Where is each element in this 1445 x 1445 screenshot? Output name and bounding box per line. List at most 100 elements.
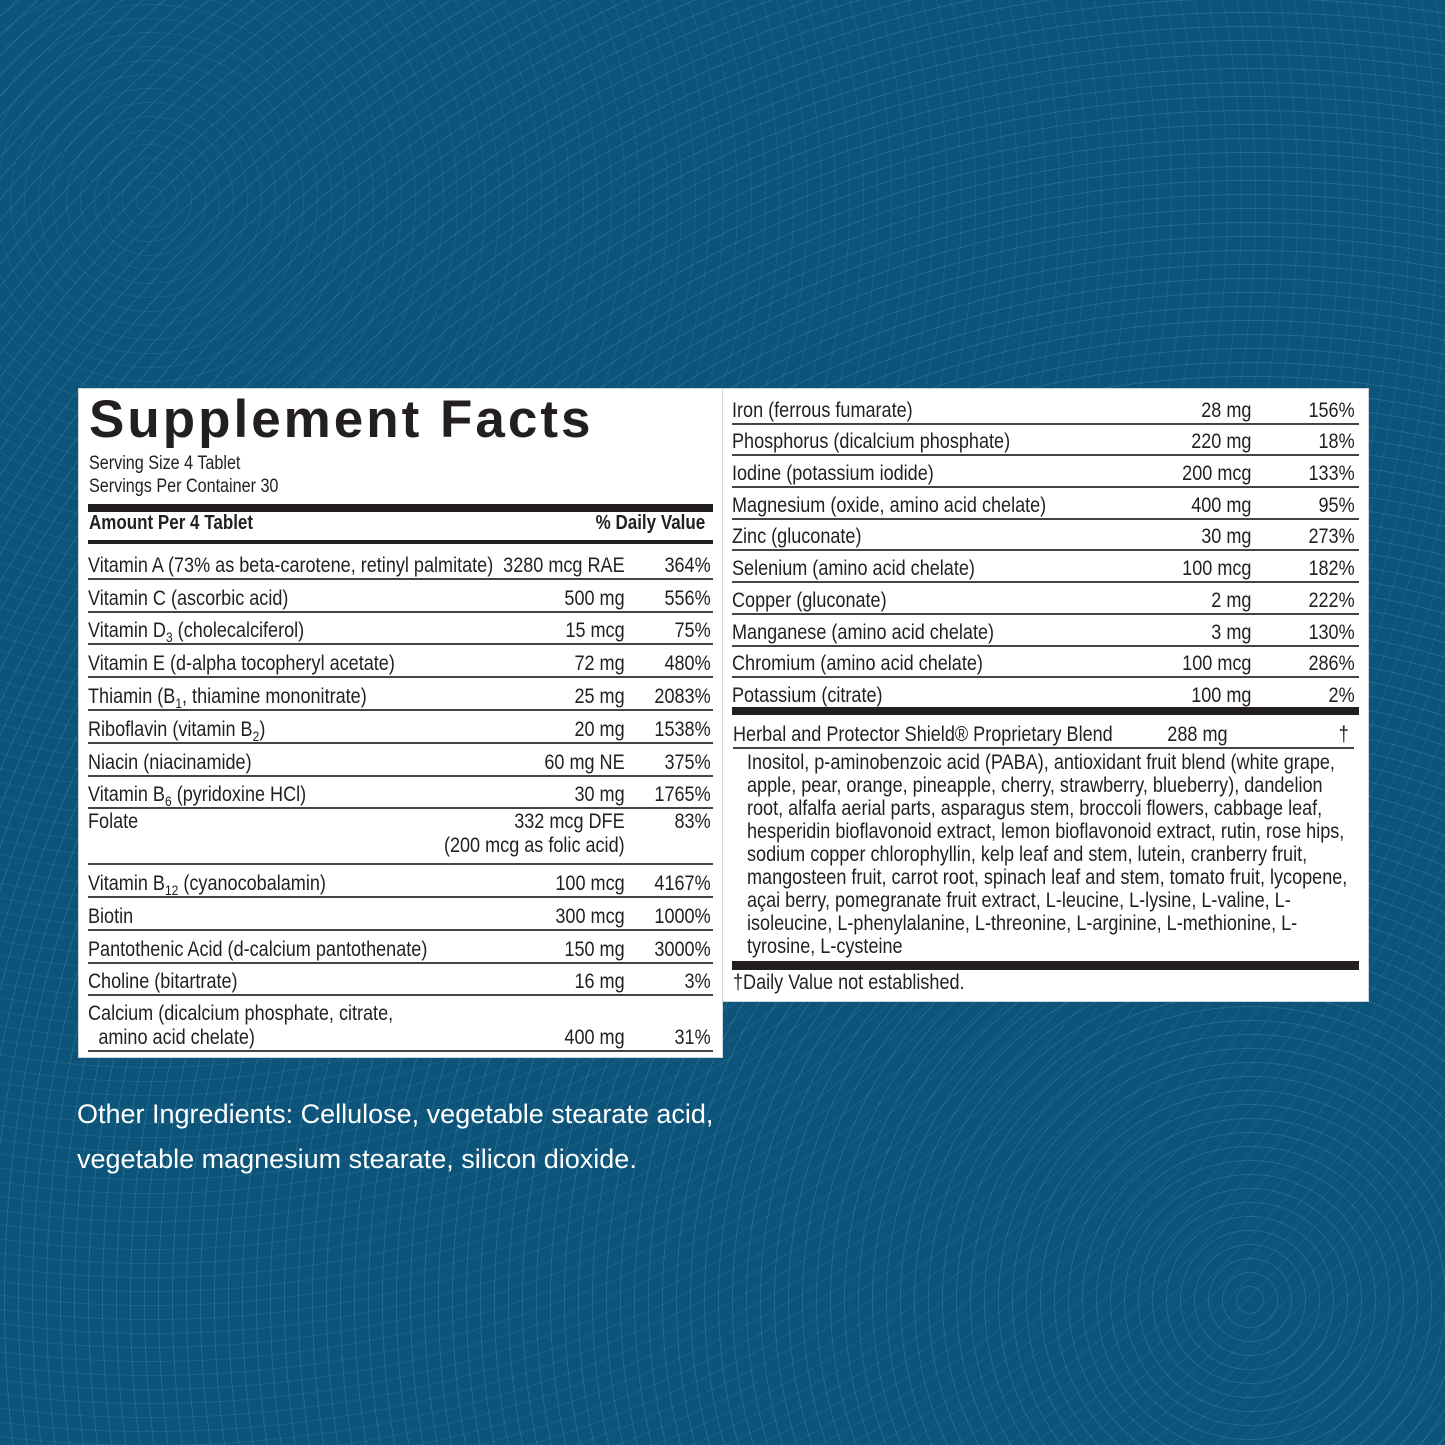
nutrient-daily-value: 4167%: [654, 871, 711, 895]
nutrient-name: Vitamin E (d-alpha tocopheryl acetate): [88, 652, 395, 676]
nutrient-amount: 72 mg: [574, 652, 625, 676]
nutrient-amount: 220 mg: [1191, 430, 1252, 454]
nutrient-daily-value: 286%: [1308, 652, 1355, 676]
servings-per-container: Servings Per Container 30: [89, 476, 279, 497]
nutrient-row: Copper (gluconate) 2 mg 222%: [732, 581, 1359, 615]
nutrient-row-content: Iron (ferrous fumarate) 28 mg 156%: [732, 391, 1358, 423]
nutrient-name: Thiamin (B1, thiamine mononitrate): [88, 684, 367, 712]
amount-header: Amount Per 4 Tablet: [89, 512, 254, 534]
nutrient-name: Vitamin B6 (pyridoxine HCl): [88, 783, 307, 810]
nutrient-row: Vitamin B12 (cyanocobalamin) 100 mcg 4167%: [88, 863, 713, 898]
footnote: †Daily Value not established.: [733, 971, 965, 994]
nutrient-daily-value: 95%: [1318, 493, 1355, 517]
nutrient-amount: 500 mg: [564, 586, 625, 610]
nutrient-row-content: Vitamin B6 (pyridoxine HCl) 30 mg 1765%: [88, 775, 714, 808]
thick-divider: [88, 504, 713, 512]
other-ingredients-line-2: vegetable magnesium stearate, silicon di…: [77, 1144, 637, 1174]
nutrient-name: Calcium (dicalcium phosphate, citrate, am…: [88, 1002, 394, 1050]
supplement-facts-left-panel: Supplement Facts Serving Size 4 Tablet S…: [78, 388, 723, 1058]
nutrient-row: Thiamin (B1, thiamine mononitrate) 25 mg 2…: [88, 676, 713, 711]
nutrient-row-content: Vitamin E (d-alpha tocopheryl acetate) 72…: [88, 643, 714, 676]
nutrient-amount: 400 mg: [564, 1026, 625, 1050]
nutrient-daily-value: 75%: [674, 619, 711, 643]
nutrient-daily-value: 1765%: [654, 783, 711, 807]
nutrient-row: Vitamin A (73% as beta-carotene, retinyl…: [88, 545, 713, 580]
nutrient-name: Pantothenic Acid (d-calcium pantothenate…: [88, 937, 428, 961]
blend-row: Herbal and Protector Shield® Proprietary…: [733, 717, 1354, 749]
nutrient-row: Vitamin B6 (pyridoxine HCl) 30 mg 1765%: [88, 775, 713, 810]
nutrient-row: Potassium (citrate) 100 mg 2%: [732, 676, 1359, 710]
nutrient-amount: 20 mg: [574, 717, 625, 741]
nutrient-name: Phosphorus (dicalcium phosphate): [732, 430, 1011, 454]
nutrient-amount: 100 mcg: [1182, 557, 1252, 581]
nutrient-name: Potassium (citrate): [732, 683, 883, 707]
nutrient-daily-value: 156%: [1308, 398, 1355, 422]
nutrient-row: Phosphorus (dicalcium phosphate) 220 mg 18…: [732, 423, 1359, 457]
nutrient-amount: 300 mcg: [555, 904, 625, 928]
nutrient-row-content: Pantothenic Acid (d-calcium pantothenate…: [88, 929, 714, 962]
nutrient-amount: 332 mcg DFE (200 mcg as folic acid): [443, 810, 625, 858]
nutrient-row-content: Selenium (amino acid chelate) 100 mcg 182%: [732, 550, 1358, 582]
nutrient-name: Vitamin C (ascorbic acid): [88, 586, 289, 610]
nutrient-row-content: Vitamin B12 (cyanocobalamin) 100 mcg 4167%: [88, 863, 714, 897]
nutrient-amount: 25 mg: [574, 684, 625, 708]
nutrient-row-content: Biotin 300 mcg 1000%: [88, 896, 714, 929]
nutrient-row-content: Thiamin (B1, thiamine mononitrate) 25 mg 2…: [88, 676, 714, 712]
nutrient-amount: 30 mg: [574, 783, 625, 807]
thick-divider: [732, 707, 1359, 715]
nutrient-name: Folate: [88, 810, 139, 834]
nutrient-daily-value: 133%: [1308, 462, 1355, 486]
nutrient-daily-value: 375%: [664, 750, 711, 774]
nutrient-row-content: Niacin (niacinamide) 60 mg NE 375%: [88, 742, 714, 775]
nutrient-daily-value: 1000%: [654, 904, 711, 928]
nutrient-daily-value: 31%: [674, 1026, 711, 1050]
divider: [88, 540, 713, 544]
nutrient-amount: 60 mg NE: [544, 750, 625, 774]
nutrient-daily-value: 3000%: [654, 937, 711, 961]
nutrient-row-content: Choline (bitartrate) 16 mg 3%: [88, 962, 714, 995]
nutrient-daily-value: 2083%: [654, 684, 711, 708]
nutrient-row: Selenium (amino acid chelate) 100 mcg 182%: [732, 550, 1359, 584]
nutrient-amount: 200 mcg: [1182, 462, 1252, 486]
nutrient-name: Manganese (amino acid chelate): [732, 620, 995, 644]
nutrient-row: Vitamin E (d-alpha tocopheryl acetate) 72…: [88, 643, 714, 679]
nutrient-row-content: Riboflavin (vitamin B2) 20 mg 1538%: [88, 709, 714, 743]
nutrient-row: Manganese (amino acid chelate) 3 mg 130%: [732, 613, 1359, 647]
nutrient-row: Vitamin D3 (cholecalciferol) 15 mcg 75%: [88, 611, 713, 646]
nutrient-amount: 3 mg: [1211, 620, 1252, 644]
nutrient-row: Choline (bitartrate) 16 mg 3%: [88, 962, 713, 997]
nutrient-row-content: Zinc (gluconate) 30 mg 273%: [732, 518, 1358, 550]
nutrient-daily-value: 3%: [684, 970, 711, 994]
daily-value-header: % Daily Value: [595, 512, 706, 534]
nutrient-name: Biotin: [88, 904, 134, 928]
table-header: Amount Per 4 Tablet % Daily Value: [89, 512, 705, 535]
serving-size: Serving Size 4 Tablet: [89, 453, 241, 474]
nutrient-row-content: Potassium (citrate) 100 mg 2%: [732, 676, 1358, 708]
nutrient-daily-value: 18%: [1318, 430, 1355, 454]
nutrient-daily-value: 1538%: [654, 717, 711, 741]
nutrient-row: Pantothenic Acid (d-calcium pantothenate…: [88, 929, 713, 964]
nutrient-amount: 16 mg: [574, 970, 625, 994]
nutrient-row: Chromium (amino acid chelate) 100 mcg 286%: [732, 645, 1359, 679]
nutrient-amount: 100 mcg: [555, 871, 625, 895]
nutrient-daily-value: 2%: [1328, 683, 1355, 707]
nutrient-row: Biotin 300 mcg 1000%: [88, 896, 713, 931]
nutrient-name: Vitamin A (73% as beta-carotene, retinyl…: [88, 553, 494, 577]
nutrient-amount: 3280 mcg RAE: [503, 553, 625, 577]
other-ingredients: Other Ingredients: Cellulose, vegetable …: [77, 1092, 713, 1182]
nutrient-amount: 2 mg: [1211, 588, 1252, 612]
nutrient-row: Vitamin C (ascorbic acid) 500 mg 556%: [88, 578, 713, 613]
nutrient-name: Vitamin D3 (cholecalciferol): [88, 619, 305, 646]
nutrient-amount: 30 mg: [1201, 525, 1252, 549]
blend-dv: †: [1338, 723, 1349, 746]
nutrient-name: Choline (bitartrate): [88, 970, 238, 994]
blend-amount: 288 mg: [1167, 723, 1228, 746]
nutrient-daily-value: 364%: [664, 553, 711, 577]
nutrient-name: Copper (gluconate): [732, 588, 887, 612]
nutrient-row-content: Magnesium (oxide, amino acid chelate) 400…: [732, 486, 1358, 518]
nutrient-daily-value: 273%: [1308, 525, 1355, 549]
nutrient-name: Iodine (potassium iodide): [732, 462, 934, 486]
nutrient-daily-value: 222%: [1308, 588, 1355, 612]
nutrient-row-content: Calcium (dicalcium phosphate, citrate, am…: [88, 994, 714, 1050]
nutrient-amount: 400 mg: [1191, 493, 1252, 517]
